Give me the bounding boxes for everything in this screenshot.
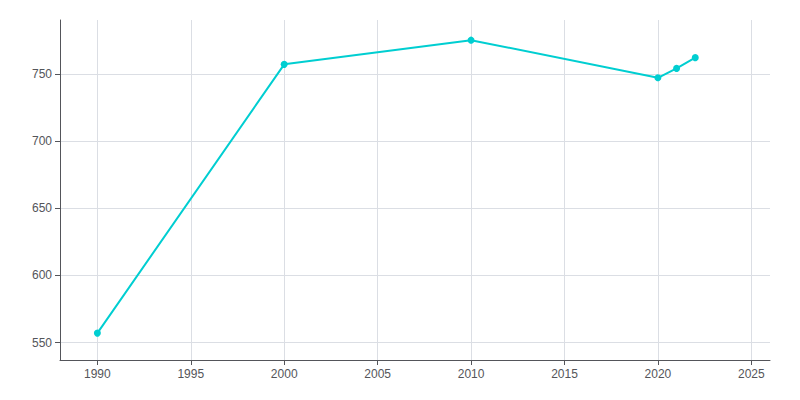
svg-text:2000: 2000 bbox=[271, 367, 298, 381]
svg-text:2005: 2005 bbox=[364, 367, 391, 381]
svg-text:600: 600 bbox=[32, 268, 52, 282]
svg-text:2025: 2025 bbox=[738, 367, 765, 381]
svg-text:2010: 2010 bbox=[458, 367, 485, 381]
svg-text:700: 700 bbox=[32, 134, 52, 148]
svg-text:550: 550 bbox=[32, 336, 52, 350]
svg-text:1990: 1990 bbox=[84, 367, 111, 381]
svg-text:2020: 2020 bbox=[645, 367, 672, 381]
svg-text:1995: 1995 bbox=[177, 367, 204, 381]
svg-text:650: 650 bbox=[32, 201, 52, 215]
svg-text:2015: 2015 bbox=[551, 367, 578, 381]
svg-text:750: 750 bbox=[32, 67, 52, 81]
